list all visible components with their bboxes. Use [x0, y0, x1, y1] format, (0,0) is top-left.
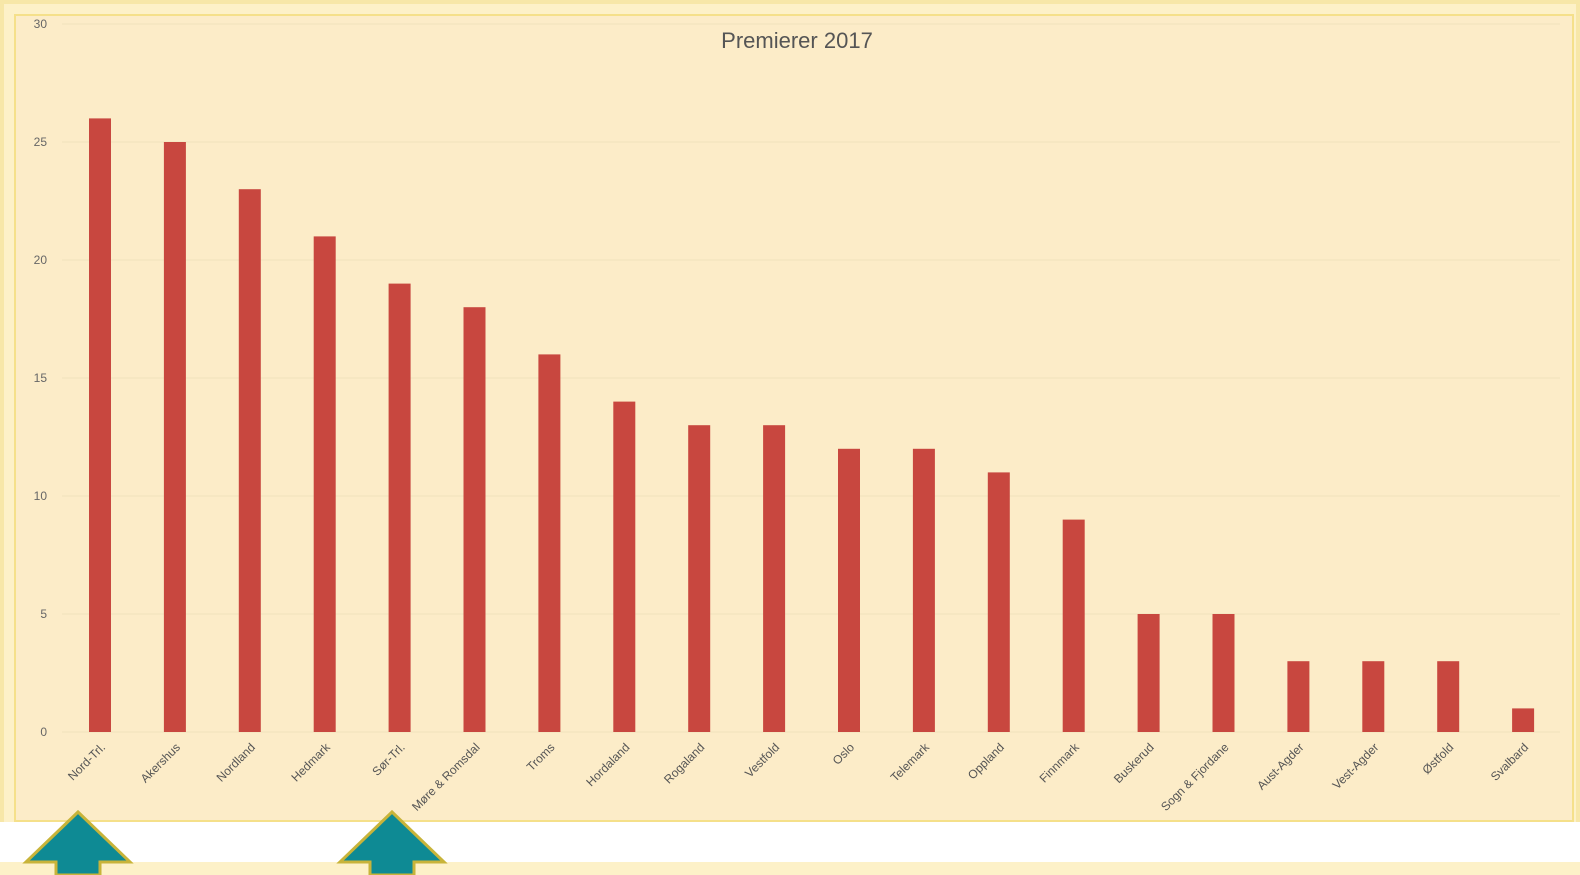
bar [613, 401, 636, 732]
y-tick-label: 25 [34, 135, 48, 149]
bar [538, 354, 561, 732]
x-tick-label: Telemark [888, 740, 933, 785]
grid-layer [62, 23, 1560, 733]
bar [313, 236, 336, 732]
bar [1437, 661, 1460, 732]
x-tick-label: Hedmark [288, 740, 333, 785]
y-tick-label: 30 [34, 17, 48, 31]
x-tick-label: Møre & Romsdal [409, 740, 483, 814]
x-tick-label: Troms [524, 740, 558, 774]
bar [763, 425, 786, 732]
x-tick-label: Vestfold [742, 740, 782, 780]
x-tick-label: Rogaland [661, 740, 707, 786]
x-tick-label: Finnmark [1037, 740, 1083, 786]
bar [1287, 661, 1310, 732]
x-tick-label: Sør-Trl. [369, 740, 407, 778]
x-tick-label: Østfold [1420, 740, 1457, 777]
bar [238, 189, 261, 732]
y-tick-label: 5 [40, 607, 47, 621]
bottom-white-strip [0, 822, 1405, 862]
bar [388, 283, 411, 732]
bar [688, 425, 711, 732]
x-tick-label: Hordaland [583, 740, 632, 789]
bar [463, 307, 486, 732]
plot-background [14, 14, 1574, 822]
bar [987, 472, 1010, 732]
x-tick-label: Aust-Agder [1254, 740, 1306, 792]
bar [1062, 519, 1085, 732]
arrow-right-icon [336, 809, 448, 875]
arrow-right [336, 809, 448, 875]
bar [89, 118, 111, 732]
x-tick-label: Oslo [830, 740, 858, 768]
bar [838, 448, 860, 732]
bar [1137, 614, 1160, 732]
arrow-left-icon [22, 809, 134, 875]
y-tick-label: 10 [34, 489, 48, 503]
x-axis: Nord-Trl. Akershus Nordland Hedmark Sør-Trl.… [65, 740, 1531, 814]
bottom-white-strip-right [1405, 822, 1580, 862]
x-tick-label: Buskerud [1111, 740, 1157, 786]
x-tick-label: Vest-Agder [1330, 740, 1382, 792]
arrow-left [22, 809, 134, 875]
bar [912, 448, 935, 732]
y-axis: 0 5 10 15 20 25 30 [34, 17, 48, 739]
x-tick-label: Oppland [965, 740, 1007, 782]
x-tick-label: Sogn & Fjordane [1158, 740, 1232, 814]
y-tick-label: 20 [34, 253, 48, 267]
bar [1512, 708, 1535, 732]
bar-layer [89, 118, 1535, 732]
x-tick-label: Nordland [214, 740, 258, 784]
x-tick-label: Akershus [138, 740, 183, 785]
bar [163, 142, 186, 732]
bar [1212, 614, 1235, 732]
x-tick-label: Svalbard [1488, 740, 1531, 783]
y-tick-label: 15 [34, 371, 48, 385]
x-tick-label: Nord-Trl. [65, 740, 108, 783]
y-tick-label: 0 [40, 725, 47, 739]
bar [1362, 661, 1385, 732]
chart-title: Premierer 2017 [721, 28, 873, 53]
